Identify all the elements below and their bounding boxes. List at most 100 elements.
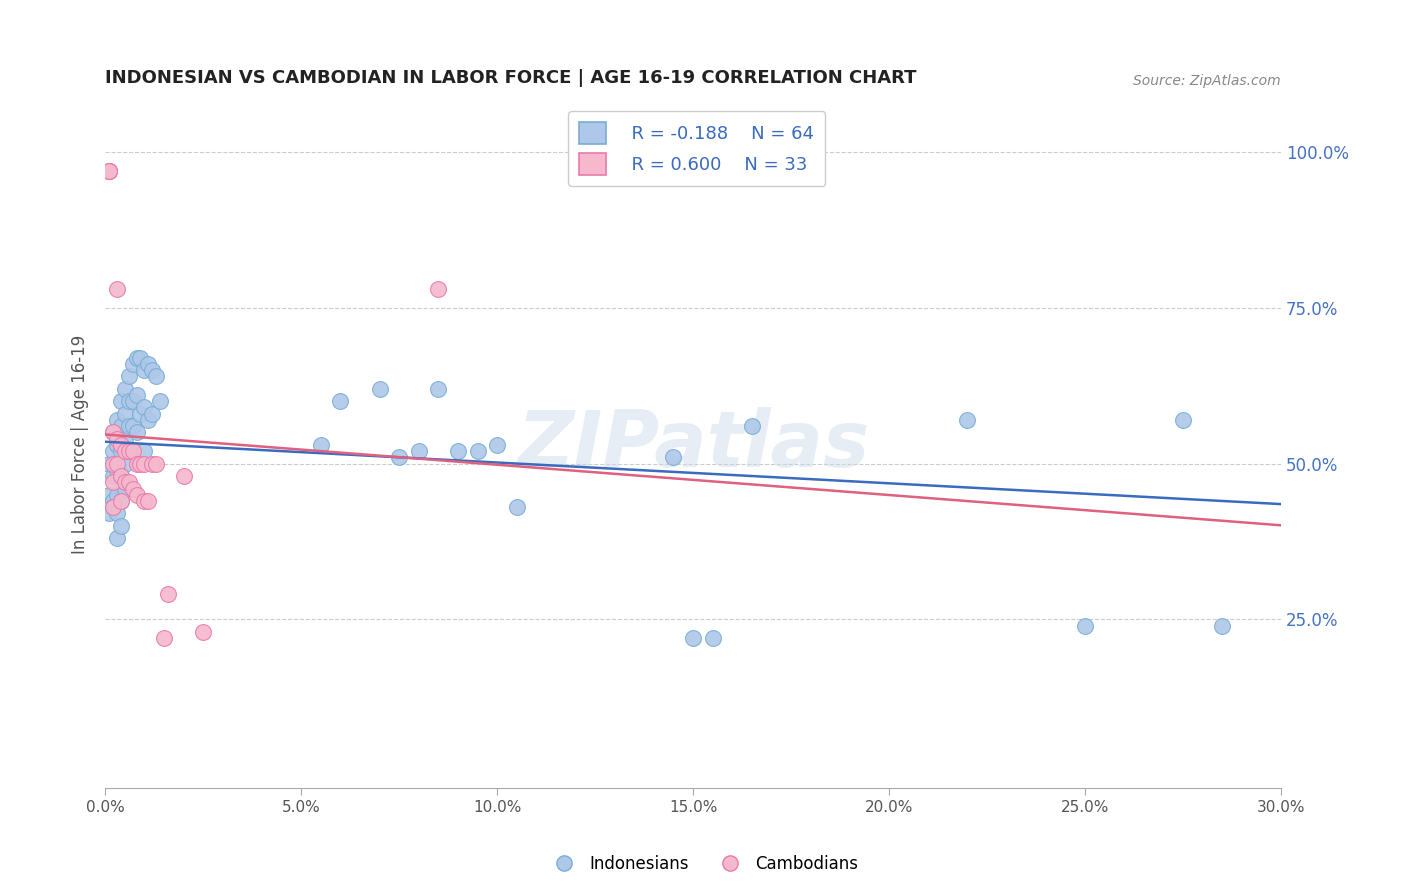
Point bbox=[145, 369, 167, 384]
Point bbox=[105, 432, 128, 446]
Point bbox=[98, 163, 121, 178]
Point bbox=[114, 382, 136, 396]
Text: INDONESIAN VS CAMBODIAN IN LABOR FORCE | AGE 16-19 CORRELATION CHART: INDONESIAN VS CAMBODIAN IN LABOR FORCE |… bbox=[105, 69, 917, 87]
Point bbox=[134, 494, 156, 508]
Point bbox=[1074, 618, 1097, 632]
Point bbox=[486, 438, 509, 452]
Point bbox=[105, 457, 128, 471]
Point bbox=[118, 394, 141, 409]
Point bbox=[101, 469, 124, 483]
Point bbox=[101, 425, 124, 440]
Point bbox=[110, 438, 132, 452]
Point bbox=[129, 407, 152, 421]
Point bbox=[134, 457, 156, 471]
Point bbox=[136, 357, 159, 371]
Point bbox=[129, 457, 152, 471]
Point bbox=[368, 382, 391, 396]
Point bbox=[141, 363, 163, 377]
Text: ZIPatlas: ZIPatlas bbox=[517, 407, 869, 483]
Point bbox=[506, 500, 529, 515]
Point bbox=[141, 457, 163, 471]
Point bbox=[98, 457, 121, 471]
Point bbox=[121, 444, 143, 458]
Point bbox=[110, 444, 132, 458]
Point bbox=[98, 488, 121, 502]
Point bbox=[121, 482, 143, 496]
Point bbox=[136, 494, 159, 508]
Point bbox=[98, 163, 121, 178]
Point bbox=[114, 432, 136, 446]
Point bbox=[114, 482, 136, 496]
Point bbox=[134, 363, 156, 377]
Y-axis label: In Labor Force | Age 16-19: In Labor Force | Age 16-19 bbox=[72, 335, 89, 555]
Point bbox=[956, 413, 979, 427]
Point bbox=[145, 457, 167, 471]
Point bbox=[114, 457, 136, 471]
Point bbox=[121, 357, 143, 371]
Point bbox=[101, 457, 124, 471]
Point bbox=[173, 469, 195, 483]
Point bbox=[101, 500, 124, 515]
Point bbox=[388, 450, 411, 465]
Point bbox=[105, 532, 128, 546]
Point bbox=[682, 631, 704, 645]
Point bbox=[447, 444, 470, 458]
Point bbox=[98, 163, 121, 178]
Point bbox=[125, 351, 148, 365]
Point bbox=[101, 500, 124, 515]
Point bbox=[1211, 618, 1233, 632]
Point bbox=[153, 631, 176, 645]
Point bbox=[121, 419, 143, 434]
Point bbox=[118, 419, 141, 434]
Point bbox=[156, 587, 179, 601]
Point bbox=[105, 463, 128, 477]
Point bbox=[193, 624, 215, 639]
Legend:   R = -0.188    N = 64,   R = 0.600    N = 33: R = -0.188 N = 64, R = 0.600 N = 33 bbox=[568, 111, 825, 186]
Point bbox=[105, 282, 128, 296]
Point bbox=[741, 419, 763, 434]
Point bbox=[110, 519, 132, 533]
Point bbox=[118, 475, 141, 490]
Legend: Indonesians, Cambodians: Indonesians, Cambodians bbox=[541, 848, 865, 880]
Point bbox=[101, 425, 124, 440]
Point bbox=[408, 444, 430, 458]
Point bbox=[329, 394, 352, 409]
Point bbox=[110, 494, 132, 508]
Point bbox=[427, 282, 450, 296]
Point bbox=[125, 388, 148, 402]
Point bbox=[702, 631, 724, 645]
Point bbox=[98, 507, 121, 521]
Point bbox=[141, 407, 163, 421]
Point bbox=[101, 475, 124, 490]
Point bbox=[129, 351, 152, 365]
Point bbox=[134, 444, 156, 458]
Point bbox=[125, 457, 148, 471]
Point bbox=[110, 394, 132, 409]
Point bbox=[105, 438, 128, 452]
Point bbox=[110, 419, 132, 434]
Point bbox=[114, 444, 136, 458]
Point bbox=[118, 444, 141, 458]
Point bbox=[105, 507, 128, 521]
Point bbox=[662, 450, 685, 465]
Point bbox=[101, 444, 124, 458]
Point bbox=[136, 413, 159, 427]
Point bbox=[105, 488, 128, 502]
Point bbox=[427, 382, 450, 396]
Point bbox=[110, 469, 132, 483]
Point bbox=[134, 401, 156, 415]
Point bbox=[467, 444, 489, 458]
Point bbox=[125, 488, 148, 502]
Point bbox=[309, 438, 332, 452]
Point bbox=[114, 407, 136, 421]
Point bbox=[1171, 413, 1194, 427]
Point bbox=[121, 394, 143, 409]
Point bbox=[110, 469, 132, 483]
Point bbox=[110, 494, 132, 508]
Point bbox=[118, 444, 141, 458]
Point bbox=[98, 163, 121, 178]
Point bbox=[149, 394, 172, 409]
Point bbox=[101, 494, 124, 508]
Point bbox=[105, 413, 128, 427]
Point bbox=[114, 475, 136, 490]
